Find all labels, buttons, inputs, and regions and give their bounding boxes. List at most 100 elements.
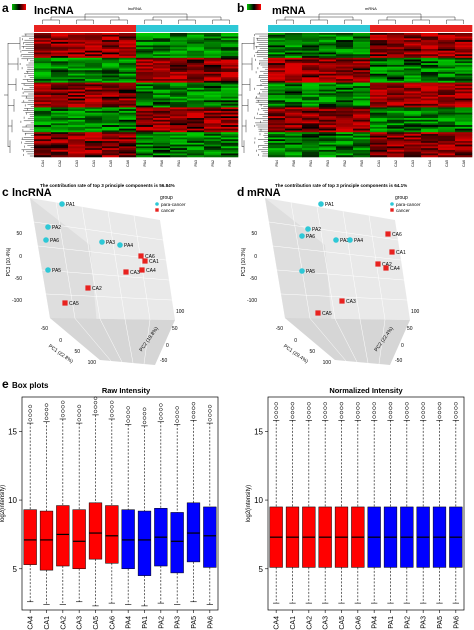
panel-c: c lncRNA The contribution rate of top 3 …: [2, 183, 186, 366]
heatmap-cell: [370, 141, 388, 144]
heatmap-cell: [421, 103, 439, 106]
heatmap-cell: [387, 70, 405, 73]
heatmap-cell: [187, 89, 205, 92]
heatmap-cell: [34, 126, 52, 129]
heatmap-cell: [119, 103, 137, 106]
heatmap-cell: [221, 75, 239, 78]
heatmap-cell: [421, 47, 439, 50]
heatmap-cell: [170, 54, 188, 57]
heatmap-cell: [204, 45, 222, 48]
heatmap-cell: [221, 132, 239, 135]
heatmap-cell: [268, 33, 286, 36]
heatmap-cell: [353, 139, 371, 142]
heatmap-cell: [68, 91, 86, 94]
heatmap-cell: [204, 121, 222, 124]
heatmap-cell: [336, 93, 354, 96]
heatmap-cell: [119, 153, 137, 156]
heatmap-cell: [102, 149, 120, 152]
heatmap-cell: [102, 116, 120, 119]
heatmap-cell: [268, 54, 286, 57]
heatmap-cell: [119, 125, 137, 128]
heatmap-cell: [170, 50, 188, 53]
heatmap-cell: [285, 34, 303, 37]
heatmap-cell: [119, 102, 137, 105]
heatmap-cell: [268, 123, 286, 126]
heatmap-cell: [336, 105, 354, 108]
heatmap-cell: [204, 102, 222, 105]
heatmap-cell: [438, 125, 456, 128]
heatmap-cell: [268, 64, 286, 67]
heatmap-cell: [455, 43, 473, 46]
pca-point-label: CA3: [346, 299, 356, 305]
heatmap-cell: [387, 107, 405, 110]
heatmap-cell: [370, 63, 388, 66]
heatmap-cell: [336, 71, 354, 75]
heatmap-cell: [387, 133, 405, 137]
heatmap-cell: [421, 84, 439, 87]
heatmap-cell: [119, 84, 137, 87]
heatmap-cell: [268, 109, 286, 112]
heatmap-cell: [136, 151, 154, 154]
heatmap-cell: [438, 146, 456, 149]
heatmap-cell: [153, 79, 171, 82]
heatmap-cell: [268, 34, 286, 37]
heatmap-cell: [68, 107, 86, 110]
heatmap-cell: [187, 80, 205, 83]
heatmap-cell: [438, 105, 456, 108]
heatmap-cell: [170, 93, 188, 96]
heatmap-cell: [102, 107, 120, 110]
heatmap-cell: [102, 77, 120, 80]
heatmap-cell: [170, 141, 188, 144]
heatmap-cell: [438, 116, 456, 119]
heatmap-cell: [404, 73, 422, 76]
heatmap-cell: [285, 38, 303, 41]
heatmap-cell: [136, 38, 154, 41]
heatmap-cell: [353, 63, 371, 66]
heatmap-cell: [285, 48, 303, 52]
heatmap-cell: [170, 45, 188, 48]
heatmap-cell: [119, 123, 137, 126]
heatmap-cell: [170, 96, 188, 99]
heatmap-cell: [302, 146, 320, 149]
heatmap-cell: [119, 100, 137, 103]
heatmap-cell: [404, 128, 422, 131]
heatmap-cell: [268, 95, 286, 98]
heatmap-cell: [187, 114, 205, 117]
heatmap-cell: [387, 57, 405, 60]
heatmap-cell: [119, 59, 137, 62]
heatmap-cell: [51, 118, 69, 121]
legend-label: para-cancer: [396, 202, 421, 207]
heatmap-cell: [119, 79, 137, 82]
heatmap-cell: [387, 50, 405, 53]
outlier: [454, 415, 458, 419]
heatmap-cell: [187, 61, 205, 64]
heatmap-cell: [136, 95, 154, 98]
heatmap-cell: [102, 100, 120, 103]
heatmap-cell: [268, 48, 286, 52]
heatmap-cell: [336, 47, 354, 50]
outlier: [142, 411, 147, 416]
heatmap-cell: [204, 50, 222, 53]
heatmap-cell: [336, 91, 354, 94]
heatmap-cell: [302, 59, 320, 62]
heatmap-cell: [438, 63, 456, 66]
heatmap-cell: [336, 142, 354, 145]
heatmap-cell: [136, 121, 154, 124]
heatmap-cell: [102, 64, 120, 67]
heatmap-cell: [102, 112, 120, 115]
legend-swatch-para-cancer: [390, 202, 394, 206]
outlier: [405, 401, 409, 406]
heatmap-cell: [302, 41, 320, 44]
column-label-CA4: CA4: [428, 160, 432, 167]
heatmap-cell: [153, 95, 171, 98]
heatmap-cell: [51, 109, 69, 112]
heatmap-cell: [68, 70, 86, 73]
heatmap-cell: [319, 105, 337, 108]
heatmap-cell: [353, 133, 371, 137]
heatmap-cell: [319, 40, 337, 43]
outlier: [159, 403, 163, 407]
heatmap-cell: [370, 61, 388, 64]
z-tick-label: -100: [12, 298, 22, 304]
heatmap-cell: [34, 34, 52, 37]
heatmap-cell: [68, 144, 86, 147]
